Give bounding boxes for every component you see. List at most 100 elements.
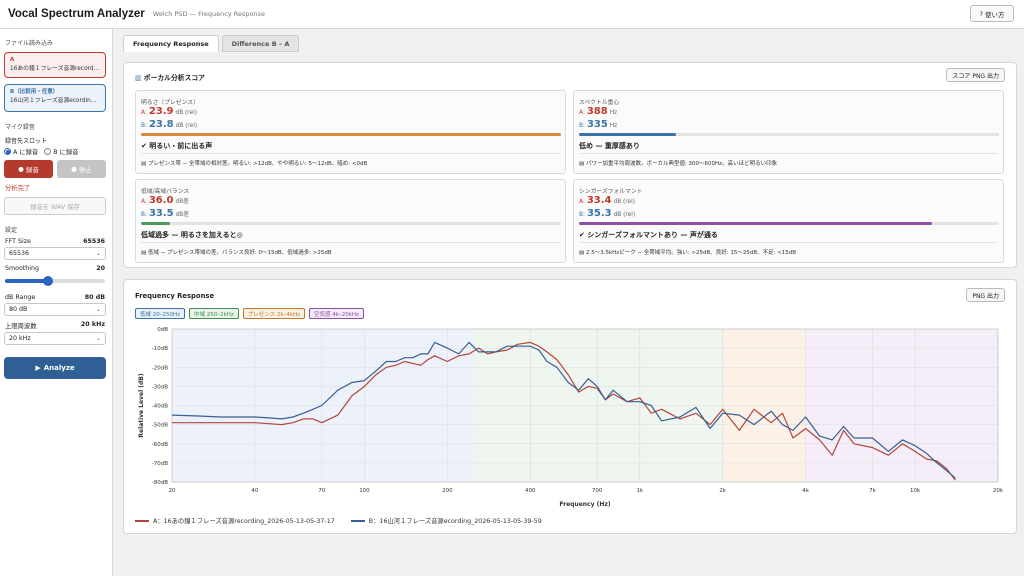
analyze-button-label: Analyze [43, 364, 75, 372]
info-icon: ▤ [579, 161, 586, 167]
card-b-row: B: 335 Hz [579, 119, 617, 130]
card-b-row: B: 23.8 dB (rel) [141, 119, 197, 130]
y-tick-label: -30dB [152, 384, 168, 390]
db-range-selected: 80 dB [9, 306, 28, 313]
bar-chart-icon: ▥ [135, 74, 142, 82]
b-value: 23.8 [148, 119, 174, 130]
record-dot-icon: ● [18, 165, 24, 173]
a-value: 36.0 [148, 195, 174, 206]
record-button-label: 録音 [25, 166, 39, 174]
save-wav-button[interactable]: 録音を WAV 保存 [4, 197, 106, 215]
x-tick-label: 4k [802, 488, 809, 494]
radio-b-label: B に録音 [53, 149, 79, 156]
b-tag: B: [579, 212, 585, 218]
smoothing-label: Smoothing [5, 265, 40, 272]
b-value: 33.5 [148, 208, 174, 219]
a-unit: dB差 [175, 199, 189, 205]
fft-size-select[interactable]: 65536 ⌄ [4, 247, 106, 260]
slot-b-filename: 16山河１フレーズ音源ecording_2026-05-13-05-39-59 [10, 98, 100, 104]
db-range-select[interactable]: 80 dB ⌄ [4, 303, 106, 316]
y-tick-label: -60dB [152, 442, 168, 448]
card-a-row: A: 23.9 dB (rel) [141, 106, 197, 117]
score-bar-fill [579, 222, 932, 225]
legend-label-a: A：16あの鐘１フレーズ音源recording_2026-05-13-05-37… [153, 518, 335, 525]
a-unit: Hz [609, 110, 618, 116]
card-note-text: 2.5〜3.5kHzピーク − 全帯域平均。強い: >25dB、良好: 15〜2… [585, 250, 797, 256]
card-label: 明るさ（プレゼンス） [141, 100, 199, 106]
db-range-row: dB Range 80 dB [5, 294, 105, 301]
a-tag: A: [141, 199, 147, 205]
radio-b-dot[interactable] [44, 148, 52, 155]
smoothing-slider[interactable] [5, 276, 105, 286]
score-bar-fill [141, 133, 561, 136]
a-tag: A: [579, 110, 585, 116]
a-value: 33.4 [586, 195, 612, 206]
score-panel: ▥ ボーカル分析スコア スコア PNG 出力 明るさ（プレゼンス） A: 23.… [123, 62, 1017, 268]
x-tick-label: 400 [525, 488, 536, 494]
help-button[interactable]: ? 使い方 [970, 5, 1014, 22]
card-verdict: 低域過多 — 明るさを加えると◎ [141, 231, 243, 239]
upper-freq-select[interactable]: 20 kHz ⌄ [4, 332, 106, 345]
card-b-row: B: 33.5 dB差 [141, 208, 189, 219]
radio-a-label: A に録音 [13, 149, 39, 156]
stop-button-label: 停止 [78, 166, 92, 174]
y-tick-label: -40dB [152, 404, 168, 410]
y-axis-label: Relative Level (dB) [138, 373, 145, 437]
stop-dot-icon: ● [71, 165, 77, 173]
score-panel-title: ▥ ボーカル分析スコア [135, 72, 205, 82]
upper-freq-row: 上限周波数 20 kHz [5, 321, 105, 330]
smoothing-value: 20 [96, 265, 105, 272]
tab-frequency-response[interactable]: Frequency Response [123, 35, 219, 52]
frequency-response-chart: 0dB -10dB -20dB -30dB -40dB -50dB -60dB -70dB -8… [138, 327, 1004, 508]
help-button-label: 使い方 [984, 10, 1005, 19]
fft-size-label: FFT Size [5, 238, 31, 245]
upper-freq-selected: 20 kHz [9, 335, 31, 342]
b-unit: dB差 [175, 212, 190, 218]
b-unit: dB (rel) [175, 123, 198, 129]
x-tick-label: 70 [318, 488, 325, 494]
radio-a-dot[interactable] [4, 148, 11, 155]
y-tick-label: -20dB [152, 365, 168, 371]
plot-frame [171, 328, 999, 483]
card-note: ▤ プレゼンス帯 − 全帯域の相対差。明るい: >12dB、やや明るい: 5〜1… [141, 153, 560, 169]
card-note-text: 低域 − プレゼンス帯域の差。バランス良好: 0〜15dB、低域過多: >25d… [147, 250, 332, 256]
radio-record-b[interactable]: B に録音 [44, 147, 78, 156]
card-a-row: A: 33.4 dB (rel) [579, 195, 635, 206]
record-button[interactable]: ● 録音 [4, 160, 53, 178]
x-tick-label: 40 [251, 488, 258, 494]
band-chip-mid: 中域 250–2kHz [189, 308, 239, 319]
score-card-centroid: スペクトル重心 A: 388 Hz B: 335 Hz 低め — 重厚感あり ▤… [573, 90, 1004, 174]
file-slot-b[interactable]: B（比較用・任意） 16山河１フレーズ音源ecording_2026-05-13… [4, 84, 106, 112]
b-unit: dB (rel) [613, 212, 636, 218]
radio-record-a[interactable]: A に録音 [4, 147, 38, 156]
b-value: 35.3 [586, 208, 612, 219]
stop-button[interactable]: ● 停止 [57, 160, 106, 178]
fft-size-selected: 65536 [9, 250, 30, 257]
slot-b-tag: B（比較用・任意） [10, 89, 59, 95]
info-icon: ▤ [141, 250, 148, 256]
record-target-radios: A に録音 B に録音 [4, 147, 78, 156]
band-chips: 低域 20–250Hz 中域 250–2kHz プレゼンス 2k–4kHz 空気… [135, 308, 364, 319]
analyze-button[interactable]: ▶ Analyze [4, 357, 106, 379]
score-export-button[interactable]: スコア PNG 出力 [946, 68, 1005, 82]
score-bar [579, 222, 999, 225]
y-tick-label: -80dB [152, 480, 168, 486]
fft-size-value: 65536 [83, 238, 105, 245]
frequency-panel-title: Frequency Response [135, 292, 215, 300]
x-tick-label: 10k [910, 488, 921, 494]
settings-section-label: 設定 [5, 227, 18, 234]
play-icon: ▶ [35, 364, 41, 372]
x-tick-label: 7k [869, 488, 876, 494]
score-bar-fill [141, 222, 171, 225]
slot-a-filename: 16あの鐘１フレーズ音源recording_2026-05-13-05-37-1… [10, 66, 100, 72]
legend-swatch-b [350, 519, 365, 522]
card-note-text: プレゼンス帯 − 全帯域の相対差。明るい: >12dB、やや明るい: 5〜12d… [147, 161, 368, 167]
frequency-panel: Frequency Response PNG 出力 低域 20–250Hz 中域… [123, 279, 1017, 534]
x-tick-label: 20k [993, 488, 1004, 494]
frequency-export-button[interactable]: PNG 出力 [966, 288, 1005, 302]
smoothing-row: Smoothing 20 [5, 265, 105, 272]
smoothing-slider-handle[interactable] [43, 276, 53, 286]
tab-difference[interactable]: Difference B – A [221, 35, 300, 52]
file-slot-a[interactable]: A 16あの鐘１フレーズ音源recording_2026-05-13-05-37… [4, 52, 106, 78]
card-label: シンガーズフォルマント [579, 189, 643, 195]
